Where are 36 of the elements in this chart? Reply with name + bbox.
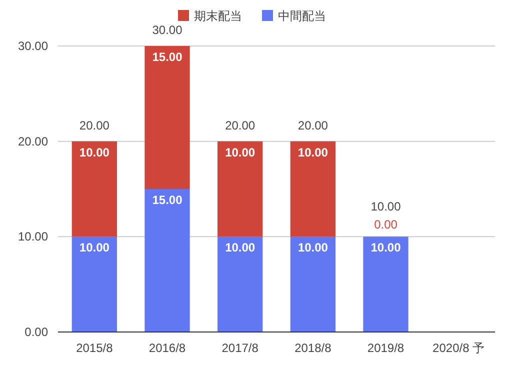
bar [363,236,408,332]
bar [218,141,263,237]
bar [218,236,263,332]
data-label: 15.00 [152,193,183,207]
bar [144,189,190,332]
x-tick-label: 2016/8 [148,341,186,355]
bar [144,46,190,189]
data-label: 15.00 [152,50,183,64]
data-label: 0.00 [374,218,398,232]
total-label: 20.00 [225,118,256,132]
y-tick-label: 0.00 [24,325,48,339]
y-tick-label: 20.00 [18,134,48,148]
x-tick-label: 2019/8 [367,341,404,355]
total-label: 30.00 [152,23,183,37]
data-label: 10.00 [225,145,256,160]
data-label: 10.00 [79,145,110,160]
data-label: 10.00 [79,240,110,255]
bar [72,141,117,237]
data-label: 10.00 [225,240,256,255]
x-tick-label: 2018/8 [294,341,332,355]
y-tick-label: 10.00 [18,230,48,244]
x-tick-label: 2017/8 [222,341,259,355]
total-label: 10.00 [370,200,402,214]
legend-label: 期末配当 [194,9,242,23]
total-label: 20.00 [79,118,110,132]
data-label: 10.00 [370,240,402,255]
bar [290,141,336,237]
x-tick-label: 2020/8 予 [432,341,485,355]
y-tick-label: 30.00 [18,39,48,53]
x-tick-label: 2015/8 [76,341,114,355]
data-label: 10.00 [298,240,328,255]
bar [72,236,117,332]
total-label: 20.00 [298,118,328,132]
bar [290,236,336,332]
data-label: 10.00 [298,145,328,160]
legend-label: 中間配当 [278,9,326,23]
